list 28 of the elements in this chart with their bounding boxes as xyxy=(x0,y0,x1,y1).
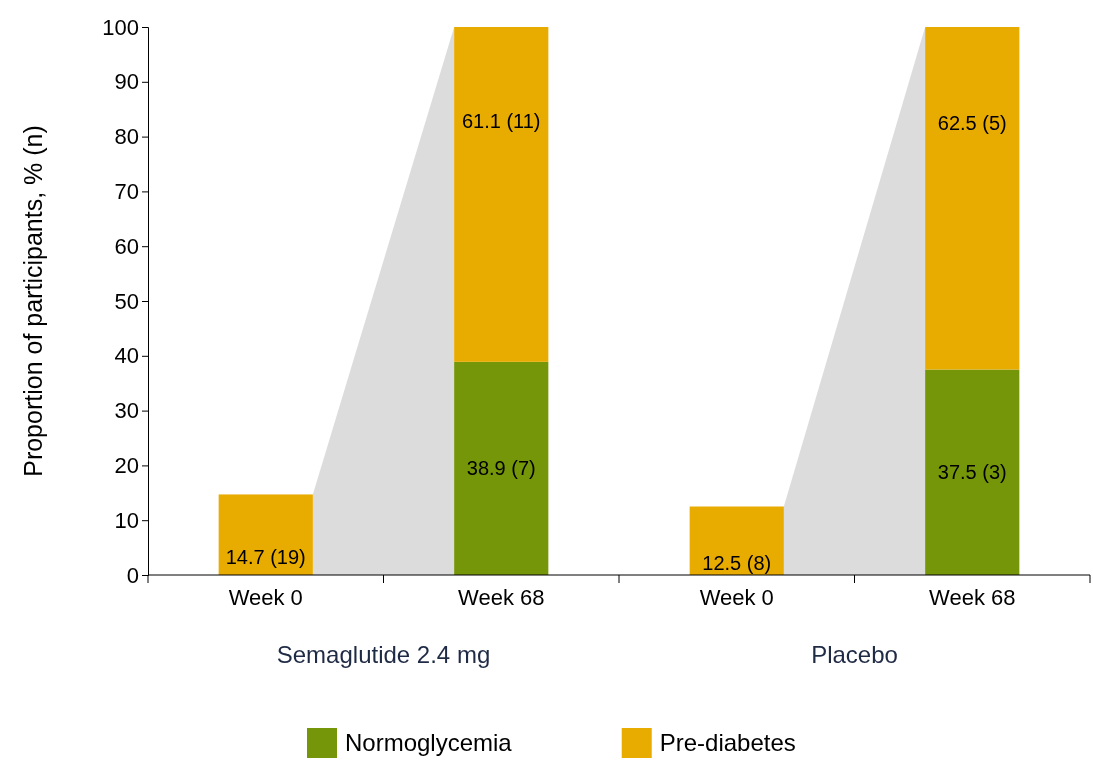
data-label: 37.5 (3) xyxy=(937,461,1007,484)
bar xyxy=(689,506,784,575)
y-axis-title: Proportion of participants, % (n) xyxy=(19,125,47,477)
y-tick-label: 80 xyxy=(114,124,139,150)
data-label: 38.9 (7) xyxy=(466,457,536,480)
data-label: 62.5 (5) xyxy=(937,111,1007,134)
bar xyxy=(218,494,313,575)
y-tick-label: 40 xyxy=(114,343,139,369)
text: Semaglutide 2.4 mg xyxy=(276,641,491,668)
y-tick-label: 0 xyxy=(126,562,139,588)
legend-label: Normoglycemia xyxy=(345,729,513,757)
legend-label: Pre-diabetes xyxy=(659,729,796,757)
y-tick-label: 10 xyxy=(114,507,139,533)
x-tick-label: Week 68 xyxy=(458,584,545,610)
y-tick-label: 50 xyxy=(114,288,139,314)
data-label: 61.1 (11) xyxy=(461,109,541,132)
y-tick-label: 20 xyxy=(114,452,139,478)
y-tick-label: 30 xyxy=(114,398,139,424)
x-tick-label: Week 0 xyxy=(228,584,303,610)
data-label: 14.7 (19) xyxy=(225,545,306,568)
x-tick-label: Week 68 xyxy=(929,584,1016,610)
x-tick-label: Week 0 xyxy=(699,584,774,610)
y-tick-label: 70 xyxy=(114,178,139,204)
y-tick-label: 90 xyxy=(114,69,139,95)
y-tick-label: 60 xyxy=(114,233,139,259)
y-tick-label: 100 xyxy=(102,14,139,40)
data-label: 12.5 (8) xyxy=(702,551,772,574)
text: Placebo xyxy=(811,641,898,668)
